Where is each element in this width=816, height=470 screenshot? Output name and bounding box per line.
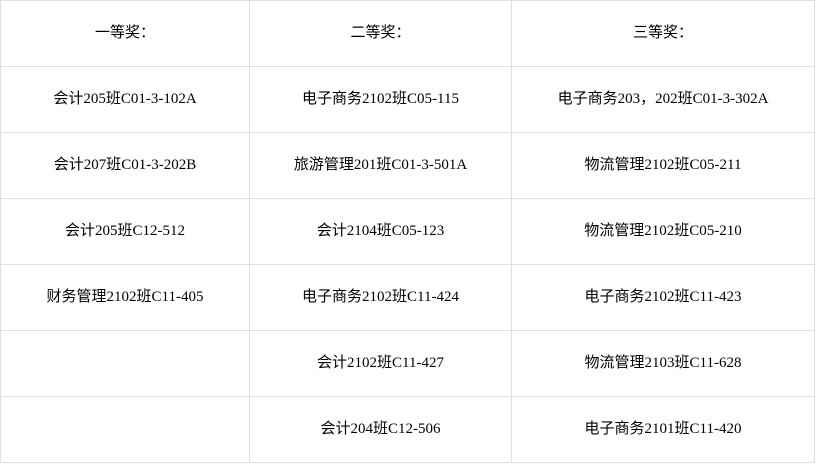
table-header: 一等奖： 二等奖： 三等奖：: [0, 0, 815, 67]
cell-third-prize: 电子商务2102班C11-423: [511, 264, 815, 331]
cell-first-prize: 会计205班C12-512: [0, 198, 250, 265]
cell-third-prize: 物流管理2103班C11-628: [511, 330, 815, 397]
cell-second-prize: 会计2102班C11-427: [249, 330, 512, 397]
cell-third-prize: 电子商务2101班C11-420: [511, 396, 815, 463]
cell-first-prize: 财务管理2102班C11-405: [0, 264, 250, 331]
column-header-first-prize: 一等奖：: [0, 0, 250, 67]
table-row: 财务管理2102班C11-405 电子商务2102班C11-424 电子商务21…: [0, 264, 815, 331]
table-row: 会计2102班C11-427 物流管理2103班C11-628: [0, 330, 815, 397]
table-row: 会计205班C12-512 会计2104班C05-123 物流管理2102班C0…: [0, 198, 815, 265]
cell-first-prize: 会计207班C01-3-202B: [0, 132, 250, 199]
column-header-second-prize: 二等奖：: [249, 0, 512, 67]
cell-first-prize-empty: [0, 330, 250, 397]
table-body: 会计205班C01-3-102A 电子商务2102班C05-115 电子商务20…: [0, 66, 815, 463]
cell-second-prize: 会计204班C12-506: [249, 396, 512, 463]
table-header-row: 一等奖： 二等奖： 三等奖：: [0, 0, 815, 67]
cell-second-prize: 会计2104班C05-123: [249, 198, 512, 265]
cell-first-prize: 会计205班C01-3-102A: [0, 66, 250, 133]
cell-second-prize: 电子商务2102班C11-424: [249, 264, 512, 331]
table-row: 会计205班C01-3-102A 电子商务2102班C05-115 电子商务20…: [0, 66, 815, 133]
cell-second-prize: 旅游管理201班C01-3-501A: [249, 132, 512, 199]
cell-third-prize: 物流管理2102班C05-210: [511, 198, 815, 265]
table-row: 会计204班C12-506 电子商务2101班C11-420: [0, 396, 815, 463]
table-row: 会计207班C01-3-202B 旅游管理201班C01-3-501A 物流管理…: [0, 132, 815, 199]
cell-first-prize-empty: [0, 396, 250, 463]
cell-second-prize: 电子商务2102班C05-115: [249, 66, 512, 133]
cell-third-prize: 物流管理2102班C05-211: [511, 132, 815, 199]
column-header-third-prize: 三等奖：: [511, 0, 815, 67]
cell-third-prize: 电子商务203，202班C01-3-302A: [511, 66, 815, 133]
